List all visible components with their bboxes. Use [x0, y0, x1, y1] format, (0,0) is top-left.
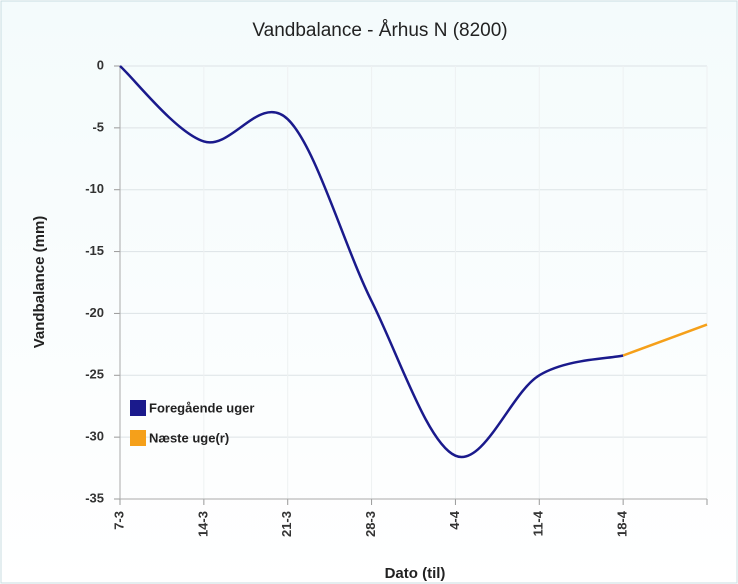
legend-swatch — [130, 430, 146, 446]
y-tick-label: -10 — [85, 181, 104, 196]
y-axis-label: Vandbalance (mm) — [31, 216, 48, 349]
x-axis-label: Dato (til) — [385, 565, 446, 582]
y-tick-label: -15 — [85, 243, 104, 258]
legend-label: Foregående uger — [149, 400, 254, 415]
line — [622, 323, 708, 357]
y-tick-label: -5 — [92, 119, 104, 134]
y-tick-label: -30 — [85, 429, 104, 444]
x-tick-label: 18-4 — [615, 510, 630, 537]
x-tick-label: 11-4 — [531, 510, 546, 536]
line — [119, 65, 624, 459]
y-tick-label: -35 — [85, 490, 104, 505]
y-tick-label: -20 — [85, 305, 104, 320]
chart-title: Vandbalance - Århus N (8200) — [252, 20, 507, 41]
legend-label: Næste uge(r) — [149, 430, 229, 445]
y-tick-label: 0 — [97, 57, 104, 72]
x-tick-label: 14-3 — [195, 511, 210, 537]
x-tick-label: 28-3 — [363, 511, 378, 537]
y-tick-label: -25 — [85, 367, 104, 382]
x-tick-label: 4-4 — [447, 510, 462, 530]
legend-swatch — [130, 400, 146, 416]
x-tick-label: 7-3 — [111, 511, 126, 530]
x-tick-label: 21-3 — [279, 511, 294, 537]
